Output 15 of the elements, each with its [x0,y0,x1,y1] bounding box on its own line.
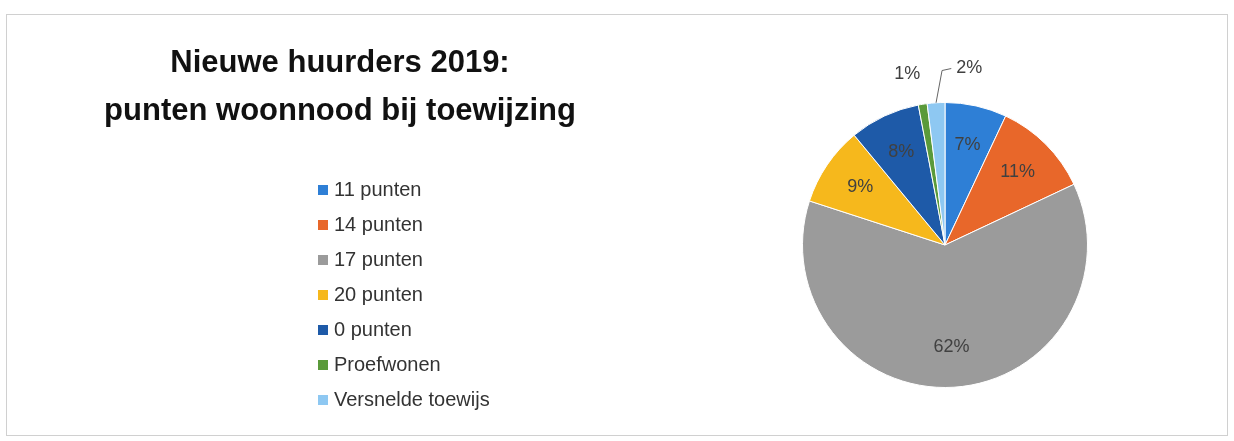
legend-label: Versnelde toewijs [334,388,490,411]
chart-title: Nieuwe huurders 2019: punten woonnood bij toewijzing [103,43,577,129]
legend-label: 11 punten [334,178,422,201]
data-label: 2% [956,57,983,78]
data-label: 62% [933,336,970,357]
data-label: 9% [847,176,874,197]
data-label: 8% [888,141,915,162]
legend-label: 14 punten [334,213,423,236]
legend-label: 20 punten [334,283,423,306]
data-label: 11% [1000,161,1035,182]
data-label: 7% [954,133,981,154]
legend-label: 17 punten [334,248,423,271]
legend-label: 0 punten [334,318,412,341]
data-label: 1% [894,63,921,84]
legend-label: Proefwonen [334,353,441,376]
